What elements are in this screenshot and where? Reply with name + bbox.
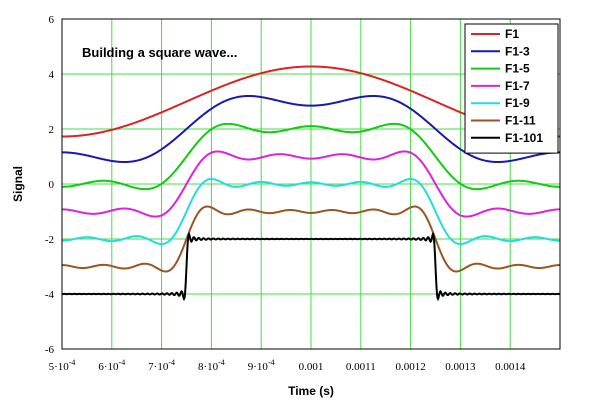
series-line-f1-101 [61,231,561,302]
x-axis-title: Time (s) [288,384,334,398]
legend-label-f1-101: F1-101 [505,131,543,145]
x-tick-label-5: 0.001 [299,361,324,373]
y-tick-label-4: 2 [49,124,55,136]
series-line-f1-3 [62,94,560,164]
legend-label-f1-9: F1-9 [505,96,530,110]
y-tick-label-0: -6 [45,344,55,356]
x-tick-label-6: 0.0011 [346,361,376,373]
series-line-f1-9 [62,177,560,246]
chart-annotation: Building a square wave... [82,45,237,60]
series-line-f1-5 [61,122,561,191]
series-line-f1-7 [61,150,561,218]
x-tick-label-9: 0.0014 [495,361,526,373]
plot-frame [61,18,561,350]
y-tick-label-2: -2 [45,234,54,246]
x-tick-label-2: 7·10-4 [148,358,175,373]
x-tick-label-8: 0.0013 [445,361,476,373]
legend-label-f1-3: F1-3 [505,44,530,58]
x-tick-label-1: 6·10-4 [98,358,125,373]
series-line-f1-11 [61,205,561,273]
y-axis-title: Signal [11,166,25,202]
x-tick-label-0: 5·10-4 [49,358,76,373]
x-tick-label-3: 8·10-4 [198,358,225,373]
x-tick-label-4: 9·10-4 [248,358,275,373]
y-tick-label-3: 0 [49,179,55,191]
y-tick-label-5: 4 [49,69,55,81]
y-tick-label-6: 6 [49,14,55,26]
legend-label-f1-5: F1-5 [505,62,530,76]
legend-label-f1: F1 [505,27,519,41]
series-group [61,65,561,302]
legend: F1 F1-3 F1-5 F1-7 F1-9 F1-11 F1-101 [464,23,559,154]
y-tick-labels: -6 -4 -2 0 2 4 6 [45,14,55,356]
y-tick-label-1: -4 [45,289,55,301]
legend-box [464,23,559,154]
legend-label-f1-7: F1-7 [505,79,530,93]
x-tick-labels: 5·10-4 6·10-4 7·10-4 8·10-4 9·10-4 0.001 0.001… [49,358,526,373]
legend-label-f1-11: F1-11 [505,114,536,128]
x-tick-label-7: 0.0012 [395,361,425,373]
